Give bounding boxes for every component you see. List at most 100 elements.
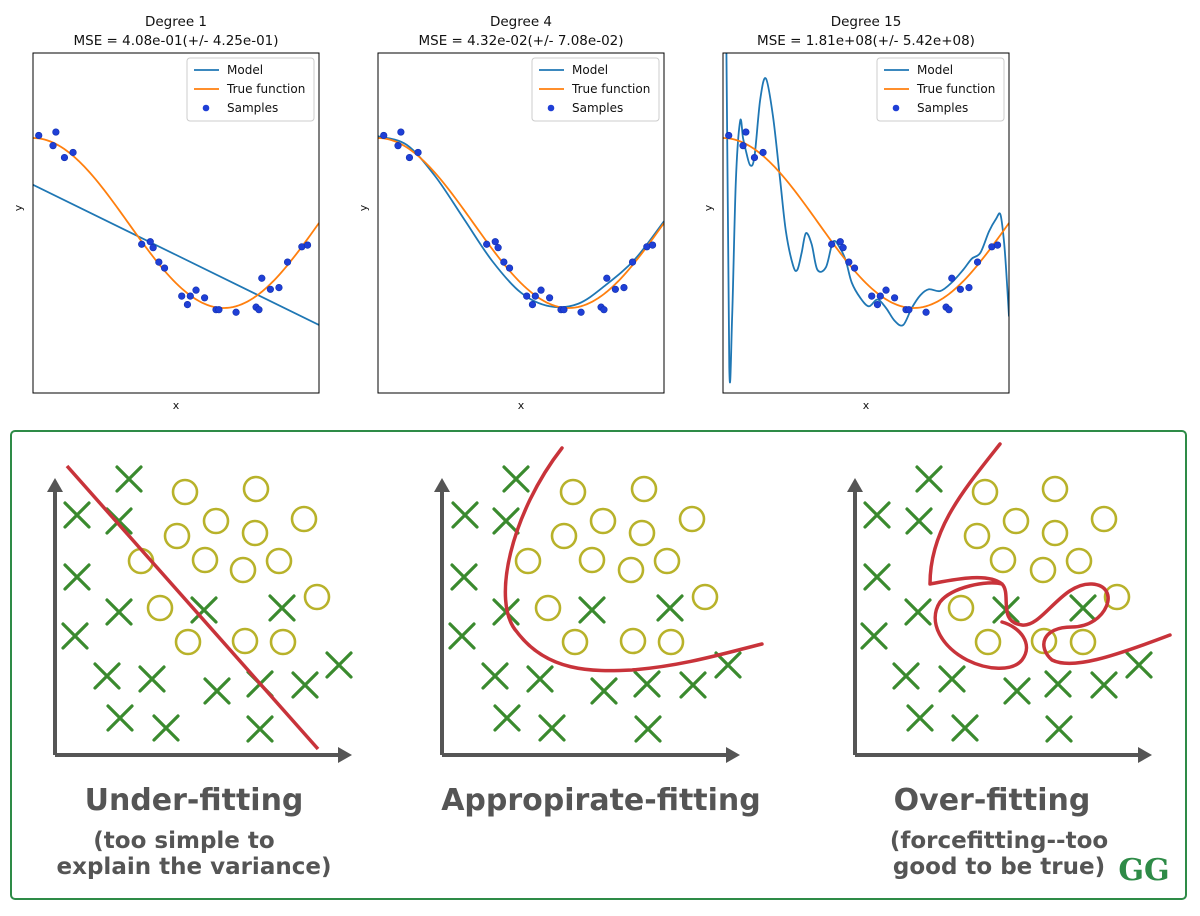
sample-point (620, 284, 628, 292)
circle-marker (989, 546, 1017, 574)
plot-svg: Degree 4 MSE = 4.32e-02(+/- 7.08e-02) x y Mo… (357, 14, 665, 412)
sample-point (882, 286, 890, 294)
legend-label: Model (227, 63, 263, 77)
y-axis-label: y (12, 204, 25, 211)
legend-label: Model (572, 63, 608, 77)
model-line (33, 183, 319, 326)
sample-point (828, 240, 836, 248)
circle-marker (589, 507, 617, 535)
sample-point (648, 241, 657, 249)
sample-point (839, 244, 847, 252)
circle-marker (657, 628, 685, 656)
circle-marker (691, 583, 719, 611)
legend: Model True function Samples (531, 57, 660, 122)
sample-point (380, 131, 388, 140)
sample-point (611, 285, 619, 293)
circle-marker (678, 505, 706, 533)
sample-point (266, 285, 274, 293)
legend-marker-samples (892, 104, 900, 112)
sample-point (52, 128, 60, 136)
sample-point (922, 308, 930, 316)
model-line (378, 135, 664, 309)
circle-marker (1090, 505, 1118, 533)
appropriate-fitting-title: Appropirate-fitting (441, 783, 761, 818)
plot-svg: Degree 15 MSE = 1.81e+08(+/- 5.42e+08) x y M… (702, 14, 1010, 412)
plot-degree-4: Degree 4 MSE = 4.32e-02(+/- 7.08e-02) x y Mo… (345, 8, 690, 413)
cross-marker (538, 714, 566, 742)
x-axis-arrow-icon (726, 747, 740, 763)
sample-point (905, 306, 913, 314)
circle-marker (202, 507, 230, 535)
true-function-line (33, 137, 319, 309)
circle-marker (578, 546, 606, 574)
circle-marker (1002, 507, 1030, 535)
underfitting-diagram (47, 464, 353, 763)
sample-point (600, 306, 608, 314)
cross-marker (714, 651, 742, 679)
cross-marker (63, 501, 91, 529)
cross-marker (93, 662, 121, 690)
plot-title: Degree 4 (490, 14, 552, 30)
circle-marker (550, 522, 578, 550)
overfitting-caption-line-2: good to be true) (893, 854, 1105, 880)
sample-point (255, 306, 263, 314)
overfitting-caption-line-1: (forcefitting--too (890, 828, 1108, 854)
sample-point (725, 131, 733, 140)
sample-point (483, 240, 491, 248)
circle-marker (146, 594, 174, 622)
cross-marker (1045, 715, 1073, 743)
underfitting-title: Under-fitting (85, 783, 304, 818)
sample-point (183, 301, 192, 309)
plot-area (723, 53, 1009, 384)
cross-marker (590, 677, 618, 705)
overfitting-title: Over-fitting (894, 783, 1091, 818)
sample-point (505, 264, 514, 272)
cross-marker (63, 563, 91, 591)
underfitting-caption-line-1: (too simple to (93, 828, 274, 854)
circle-marker (171, 478, 199, 506)
sample-point (232, 308, 240, 316)
circle-marker (1041, 519, 1069, 547)
sample-point (201, 294, 209, 302)
plot-degree-1: Degree 1 MSE = 4.08e-01(+/- 4.25e-01) x y Mo… (0, 8, 345, 413)
sample-point (873, 301, 882, 309)
circle-marker (229, 556, 257, 584)
appropriate-fitting-diagram (434, 446, 764, 763)
sample-point (603, 274, 611, 282)
plot-title: Degree 15 (831, 14, 902, 30)
sample-point (850, 264, 859, 272)
cross-marker (578, 596, 606, 624)
underfitting-caption-line-2: explain the variance) (57, 854, 332, 880)
circle-marker (269, 628, 297, 656)
cross-marker (526, 665, 554, 693)
cross-marker (502, 465, 530, 493)
sample-point (965, 284, 973, 292)
y-axis-arrow-icon (434, 478, 450, 492)
sample-point (69, 148, 77, 157)
plot-subtitle: MSE = 4.08e-01(+/- 4.25e-01) (73, 33, 278, 49)
circle-marker (1041, 475, 1069, 503)
sample-point (845, 258, 853, 266)
plot-area (378, 128, 664, 316)
cross-marker (448, 622, 476, 650)
circle-marker (1103, 583, 1131, 611)
legend-marker-samples (547, 104, 555, 112)
x-axis-label: x (173, 399, 180, 412)
decision-boundary (503, 446, 764, 673)
sample-point (138, 240, 146, 248)
cross-marker (951, 714, 979, 742)
circle-marker (241, 519, 269, 547)
sample-point (956, 285, 964, 293)
sample-point (397, 128, 405, 136)
circle-marker (963, 522, 991, 550)
sample-point (742, 128, 750, 136)
legend-label: Samples (227, 101, 278, 115)
circle-marker (947, 594, 975, 622)
gfg-logo: GG (1118, 853, 1169, 888)
y-axis-arrow-icon (847, 478, 863, 492)
cross-marker (656, 594, 684, 622)
plot-degree-15: Degree 15 MSE = 1.81e+08(+/- 5.42e+08) x y M… (690, 8, 1035, 413)
cross-marker (863, 563, 891, 591)
cross-marker (203, 677, 231, 705)
